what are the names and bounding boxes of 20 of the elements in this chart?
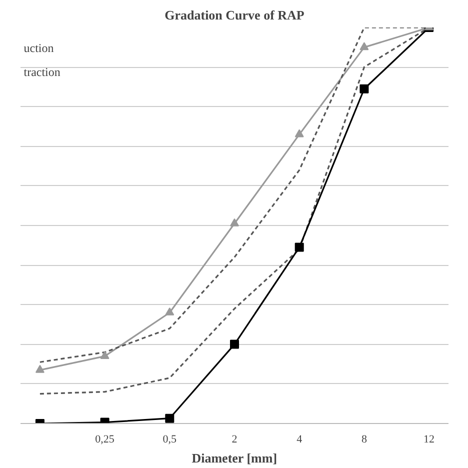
point (230, 218, 239, 226)
point (100, 351, 110, 359)
point (230, 340, 239, 349)
point (165, 308, 174, 316)
point (165, 414, 174, 423)
x-axis-title: Diameter [mm] (192, 450, 278, 466)
x-tick-label: 4 (296, 434, 303, 446)
annotation: traction (24, 64, 60, 79)
point (360, 42, 369, 50)
x-tick-label: 8 (361, 434, 368, 446)
x-tick-label: 0,5 (162, 434, 178, 446)
chart-title: Gradation Curve of RAP (164, 8, 304, 22)
x-tick-label: 2 (232, 434, 238, 446)
point (294, 242, 304, 252)
x-tick-label: 12 (424, 434, 435, 446)
x-tick-label: 0,25 (95, 434, 115, 446)
point (294, 129, 304, 138)
annotation: uction (24, 41, 54, 56)
point (35, 364, 44, 373)
point (360, 84, 369, 94)
